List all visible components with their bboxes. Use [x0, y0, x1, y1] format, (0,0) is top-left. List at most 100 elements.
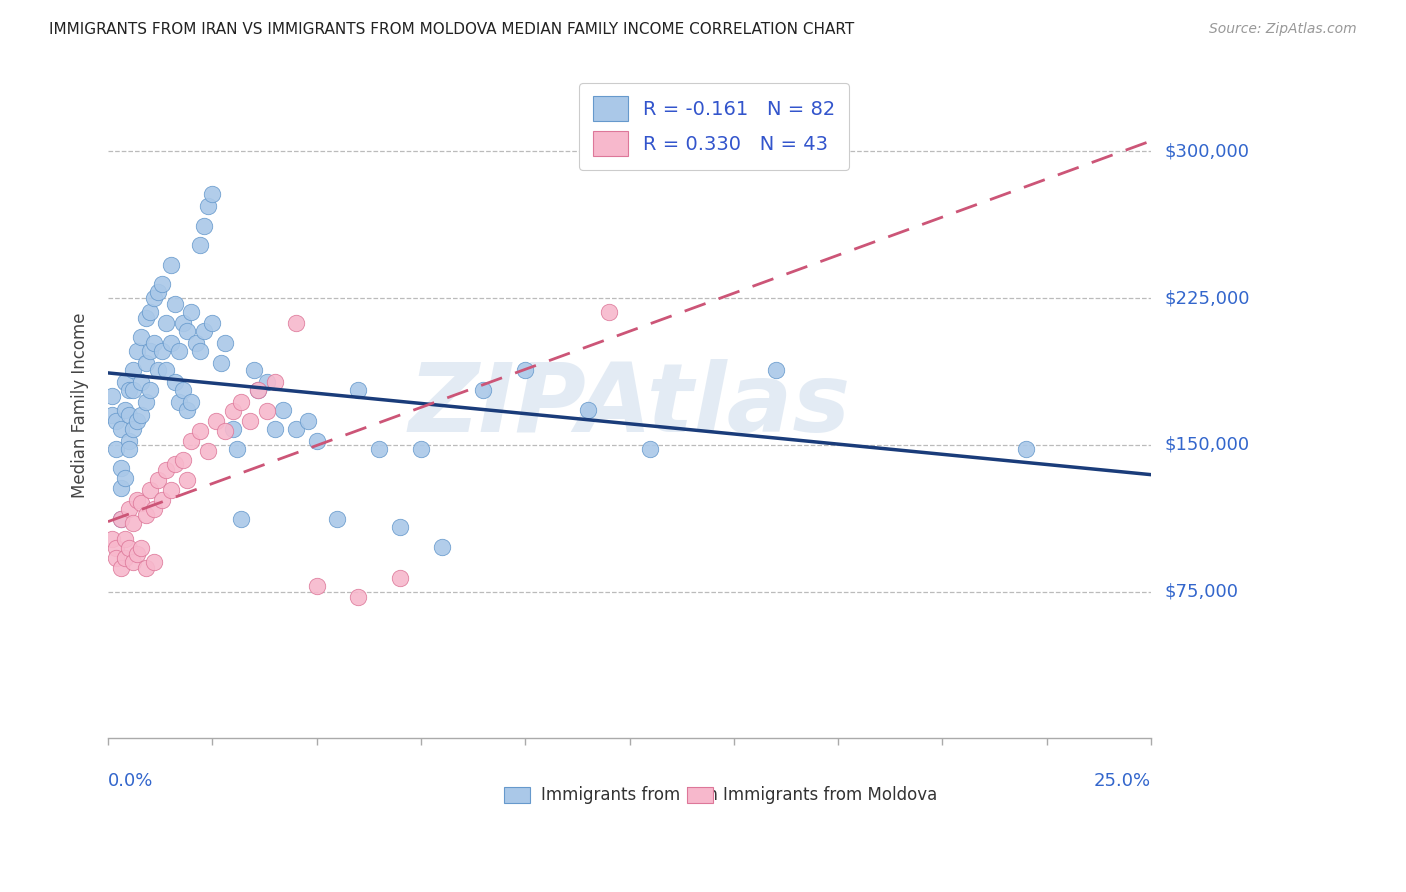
Point — [1015, 442, 1038, 456]
Text: ZIPAtlas: ZIPAtlas — [408, 359, 851, 452]
Point — [114, 471, 136, 485]
Point — [146, 473, 169, 487]
Point — [127, 414, 149, 428]
Text: $150,000: $150,000 — [1166, 436, 1250, 454]
Point — [114, 551, 136, 566]
Point — [118, 409, 141, 423]
Point — [598, 304, 620, 318]
Point — [167, 343, 190, 358]
Point — [122, 363, 145, 377]
Point — [163, 458, 186, 472]
Point — [101, 532, 124, 546]
Point — [176, 402, 198, 417]
Point — [180, 304, 202, 318]
Point — [472, 383, 495, 397]
Point — [264, 375, 287, 389]
Point — [193, 324, 215, 338]
Point — [297, 414, 319, 428]
Point — [231, 512, 253, 526]
Point — [110, 512, 132, 526]
Point — [159, 258, 181, 272]
Point — [118, 442, 141, 456]
Point — [201, 187, 224, 202]
Point — [167, 394, 190, 409]
Point — [105, 541, 128, 556]
Point — [131, 409, 153, 423]
Point — [135, 355, 157, 369]
Point — [163, 297, 186, 311]
Point — [122, 516, 145, 530]
Point — [114, 532, 136, 546]
Point — [201, 317, 224, 331]
Point — [101, 409, 124, 423]
Point — [159, 483, 181, 497]
Legend: R = -0.161   N = 82, R = 0.330   N = 43: R = -0.161 N = 82, R = 0.330 N = 43 — [579, 83, 849, 169]
Point — [347, 383, 370, 397]
Point — [172, 453, 194, 467]
Point — [142, 336, 165, 351]
Point — [271, 402, 294, 417]
Point — [110, 561, 132, 575]
Point — [118, 502, 141, 516]
Point — [138, 343, 160, 358]
Point — [188, 238, 211, 252]
Point — [131, 541, 153, 556]
Point — [197, 199, 219, 213]
Text: IMMIGRANTS FROM IRAN VS IMMIGRANTS FROM MOLDOVA MEDIAN FAMILY INCOME CORRELATION: IMMIGRANTS FROM IRAN VS IMMIGRANTS FROM … — [49, 22, 855, 37]
Point — [138, 304, 160, 318]
Point — [131, 330, 153, 344]
Point — [188, 343, 211, 358]
Text: 0.0%: 0.0% — [108, 772, 153, 789]
Point — [176, 324, 198, 338]
Point — [159, 336, 181, 351]
Point — [172, 383, 194, 397]
Point — [231, 394, 253, 409]
Point — [209, 355, 232, 369]
Point — [576, 402, 599, 417]
Point — [135, 508, 157, 523]
Point — [138, 383, 160, 397]
FancyBboxPatch shape — [505, 787, 530, 804]
Point — [368, 442, 391, 456]
Text: $300,000: $300,000 — [1166, 142, 1250, 161]
Point — [247, 383, 270, 397]
Text: $75,000: $75,000 — [1166, 582, 1239, 600]
Point — [226, 442, 249, 456]
Point — [131, 496, 153, 510]
Point — [409, 442, 432, 456]
Point — [118, 541, 141, 556]
Point — [105, 414, 128, 428]
Point — [284, 422, 307, 436]
Text: Immigrants from Moldova: Immigrants from Moldova — [723, 786, 938, 804]
Point — [122, 383, 145, 397]
Point — [142, 291, 165, 305]
Point — [138, 483, 160, 497]
Point — [264, 422, 287, 436]
Point — [122, 555, 145, 569]
Point — [305, 434, 328, 448]
Point — [765, 363, 787, 377]
Point — [110, 422, 132, 436]
Point — [172, 317, 194, 331]
Point — [127, 547, 149, 561]
Point — [105, 551, 128, 566]
Point — [131, 375, 153, 389]
Point — [122, 422, 145, 436]
Point — [155, 363, 177, 377]
Point — [135, 561, 157, 575]
Point — [222, 404, 245, 418]
Point — [110, 512, 132, 526]
Y-axis label: Median Family Income: Median Family Income — [72, 313, 89, 499]
Point — [118, 434, 141, 448]
Point — [284, 317, 307, 331]
Point — [640, 442, 662, 456]
Point — [146, 285, 169, 300]
Point — [142, 502, 165, 516]
Point — [163, 375, 186, 389]
Point — [184, 336, 207, 351]
Point — [180, 434, 202, 448]
Point — [222, 422, 245, 436]
Point — [114, 402, 136, 417]
Point — [239, 414, 262, 428]
FancyBboxPatch shape — [688, 787, 713, 804]
